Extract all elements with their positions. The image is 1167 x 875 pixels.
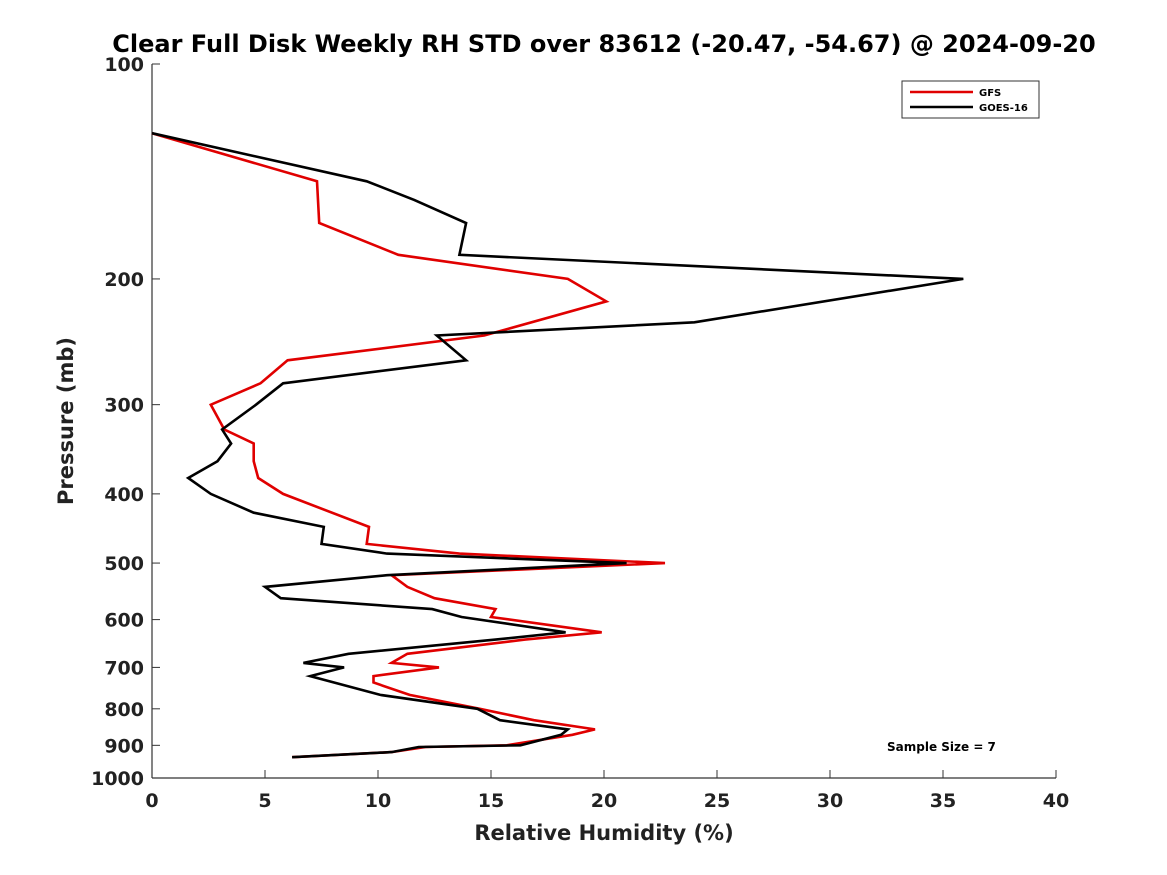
plot-area: 0 5 10 15 20 25 30 35 40 100 200 300 400 500 600 700 80… [91,54,1069,812]
x-tick-label-15: 15 [478,790,504,812]
y-tick-label-600: 600 [104,610,144,632]
legend-label-goes-16: GOES-16 [979,103,1028,114]
x-tick-label-0: 0 [145,790,158,812]
y-axis-label: Pressure (mb) [54,337,78,505]
x-tick-label-40: 40 [1043,790,1069,812]
y-tick-label-800: 800 [104,699,144,721]
x-tick-label-20: 20 [591,790,617,812]
x-axis-ticks: 0 5 10 15 20 25 30 35 40 [145,770,1069,812]
x-axis-label: Relative Humidity (%) [474,821,733,845]
y-tick-label-100: 100 [104,54,144,76]
y-tick-label-400: 400 [104,484,144,506]
x-tick-label-30: 30 [817,790,843,812]
x-tick-label-5: 5 [258,790,271,812]
y-axis-ticks: 100 200 300 400 500 600 700 800 900 1000 [91,54,160,790]
y-tick-label-1000: 1000 [91,768,144,790]
legend-label-gfs: GFS [979,88,1001,99]
legend: GFS GOES-16 [901,80,1040,119]
legend-box [901,80,1040,119]
y-tick-label-300: 300 [104,395,144,417]
series-line-goes-16 [151,131,964,759]
chart-title: Clear Full Disk Weekly RH STD over 83612… [112,30,1095,58]
x-tick-label-25: 25 [704,790,730,812]
y-tick-label-900: 900 [104,735,144,757]
sample-size-annotation: Sample Size = 7 [887,740,996,754]
y-tick-label-500: 500 [104,553,144,575]
x-tick-label-10: 10 [365,790,391,812]
y-tick-label-200: 200 [104,269,144,291]
x-tick-label-35: 35 [930,790,956,812]
series-line-gfs [151,131,666,759]
series-lines [151,131,964,759]
y-tick-label-700: 700 [104,657,144,679]
